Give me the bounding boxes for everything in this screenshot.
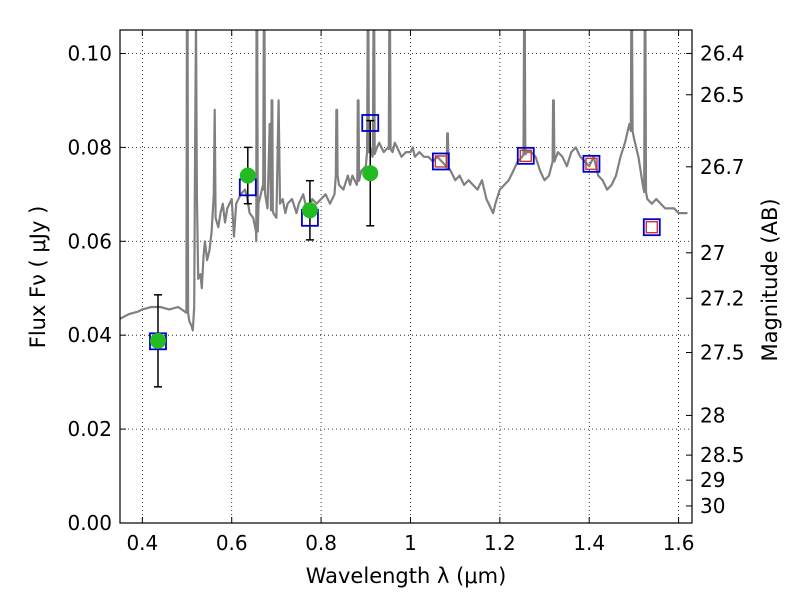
- model-photometry-blue: [149, 114, 661, 351]
- x-axis-label: Wavelength λ (μm): [306, 564, 507, 588]
- x-tick-label: 0.8: [305, 531, 337, 555]
- model-flux-inner-square: [585, 157, 598, 171]
- measured-flux-dot: [362, 165, 379, 182]
- model-flux-square: [582, 154, 601, 173]
- y-tick-label: 0.08: [67, 135, 112, 159]
- y2-tick-label: 28: [700, 403, 725, 427]
- model-flux-inner-square: [645, 220, 658, 234]
- spectrum-line: [120, 30, 688, 332]
- y2-tick-label: 28.5: [700, 443, 745, 467]
- y2-tick-label: 26.4: [700, 41, 745, 65]
- measured-flux-dot: [239, 167, 256, 184]
- y-tick-label: 0.04: [67, 323, 112, 347]
- y2-tick-label: 27.5: [700, 341, 745, 365]
- y2-tick-label: 27.2: [700, 286, 745, 310]
- model-flux-inner-square: [434, 155, 448, 168]
- x-tick-label: 1.4: [573, 531, 605, 555]
- x-tick-label: 1.2: [484, 531, 516, 555]
- measured-flux-dot: [149, 332, 166, 349]
- y-tick-label: 0.10: [67, 41, 112, 65]
- grid-lines: [120, 30, 692, 524]
- model-spectrum: [120, 30, 688, 332]
- x-tick-label: 1.6: [663, 531, 695, 555]
- y2-tick-label: 29: [700, 468, 725, 492]
- y-tick-label: 0.06: [67, 229, 112, 253]
- measured-flux-points: [149, 165, 379, 349]
- x-tick-label: 1: [404, 531, 417, 555]
- plot-frame: [119, 29, 693, 524]
- y2-tick-label: 26.5: [700, 83, 745, 107]
- y2-tick-label: 30: [700, 494, 725, 518]
- y-tick-label: 0.00: [67, 511, 112, 535]
- y-axis-ticks: 0.00 0.02 0.04 0.06 0.08 0.10: [67, 41, 126, 535]
- model-flux-square: [516, 146, 535, 165]
- y2-tick-label: 27: [700, 241, 725, 265]
- x-axis-ticks: 0.4 0.6 0.8 1 1.2 1.4 1.6: [126, 30, 695, 555]
- model-flux-inner-square: [519, 149, 532, 163]
- model-photometry-red: [434, 149, 658, 234]
- model-flux-square: [361, 114, 380, 132]
- x-tick-label: 0.4: [126, 531, 158, 555]
- model-flux-square: [431, 152, 450, 171]
- x-tick-label: 0.6: [216, 531, 248, 555]
- y2-axis-label: Magnitude (AB): [758, 198, 782, 361]
- measured-flux-dot: [301, 202, 318, 219]
- y-tick-label: 0.02: [67, 417, 112, 441]
- y-axis-label: Flux Fν ( μJy ): [26, 206, 50, 349]
- model-flux-square: [642, 218, 661, 237]
- y2-tick-label: 26.7: [700, 155, 745, 179]
